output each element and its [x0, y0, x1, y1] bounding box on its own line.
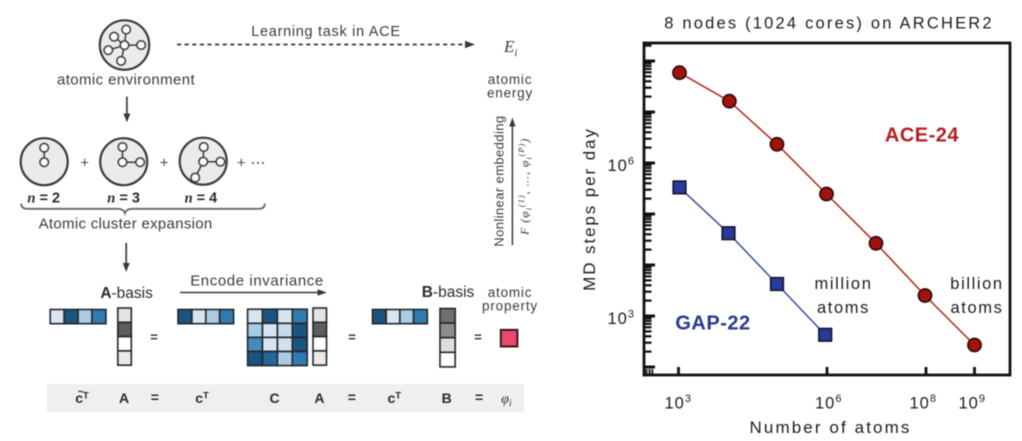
svg-text:106: 106	[608, 156, 635, 176]
svg-text:=: =	[151, 389, 159, 405]
svg-text:Nonlinear embedding: Nonlinear embedding	[492, 116, 507, 247]
svg-text:Number of atoms: Number of atoms	[750, 418, 912, 437]
svg-text:million: million	[815, 275, 873, 293]
svg-text:atoms: atoms	[951, 299, 1004, 317]
svg-text:energy: energy	[487, 86, 533, 101]
svg-text:n = 2: n = 2	[27, 191, 60, 207]
svg-text:Atomic cluster expansion: Atomic cluster expansion	[39, 216, 213, 233]
svg-text:108: 108	[910, 393, 937, 413]
svg-text:=: =	[348, 330, 356, 345]
svg-text:+: +	[237, 155, 246, 172]
svg-text:C: C	[269, 390, 279, 406]
svg-text:106: 106	[815, 393, 842, 413]
svg-text:103: 103	[665, 393, 692, 413]
svg-text:A: A	[119, 390, 129, 406]
svg-text:109: 109	[959, 393, 986, 413]
svg-text:billion: billion	[950, 275, 1003, 293]
svg-text:=: =	[475, 389, 483, 405]
svg-text:atomic environment: atomic environment	[57, 72, 196, 89]
svg-text:+: +	[80, 155, 89, 172]
svg-text:=: =	[474, 330, 482, 345]
svg-text:103: 103	[608, 309, 635, 329]
svg-text:⋯: ⋯	[251, 155, 266, 172]
svg-text:=: =	[348, 389, 356, 405]
svg-text:atomic: atomic	[488, 285, 533, 300]
svg-text:Ei: Ei	[503, 37, 517, 59]
svg-text:B: B	[442, 390, 452, 406]
svg-text:atoms: atoms	[817, 299, 870, 317]
svg-text:ACE-24: ACE-24	[885, 125, 960, 147]
svg-text:property: property	[482, 299, 538, 314]
svg-text:=: =	[150, 330, 158, 345]
svg-text:atomic: atomic	[488, 72, 533, 87]
svg-text:GAP-22: GAP-22	[675, 313, 750, 335]
svg-text:MD steps per day: MD steps per day	[580, 127, 599, 291]
svg-text:A: A	[314, 390, 324, 406]
svg-text:F (φi(1), ..., φi(P)): F (φi(1), ..., φi(P))	[516, 138, 534, 236]
svg-text:φi: φi	[501, 392, 512, 409]
svg-text:n = 4: n = 4	[185, 191, 218, 207]
svg-text:8 nodes (1024 cores) on ARCHER: 8 nodes (1024 cores) on ARCHER2	[664, 15, 994, 33]
svg-text:A-basis: A-basis	[100, 285, 153, 302]
svg-text:Learning task in ACE: Learning task in ACE	[251, 24, 400, 40]
svg-text:n = 3: n = 3	[107, 191, 140, 207]
svg-text:+: +	[160, 155, 169, 172]
svg-text:B-basis: B-basis	[422, 284, 475, 301]
svg-text:Encode invariance: Encode invariance	[190, 273, 324, 290]
